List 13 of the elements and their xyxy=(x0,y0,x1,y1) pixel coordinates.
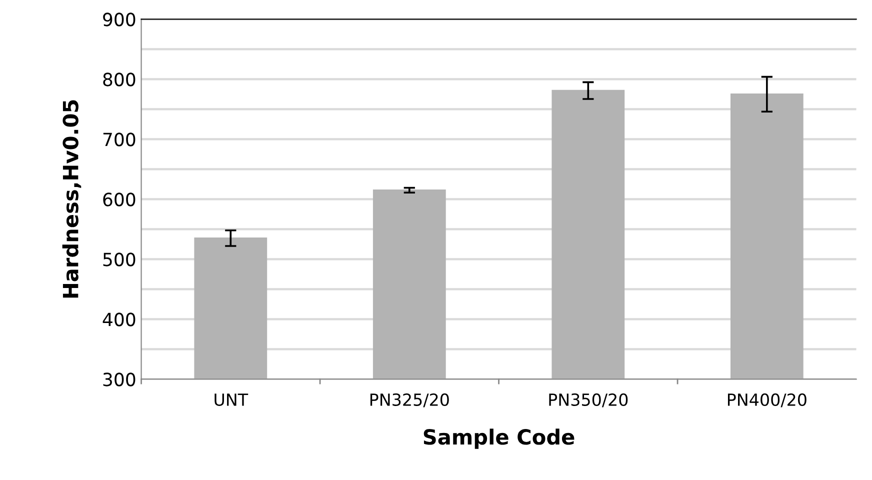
y-tick-label: 500 xyxy=(103,252,136,266)
x-tick-label: PN325/20 xyxy=(370,393,449,408)
y-tick-label: 600 xyxy=(103,192,136,206)
y-tick-label: 400 xyxy=(102,312,136,326)
y-tick-label: 900 xyxy=(103,12,136,26)
y-tick-label: 700 xyxy=(103,132,136,146)
x-tick-label: UNT xyxy=(214,394,248,406)
y-tick-label: 300 xyxy=(103,372,136,386)
x-axis-title: Sample Code xyxy=(424,428,574,449)
x-tick-label: PN400/20 xyxy=(728,393,806,408)
y-axis-title: Hardness,Hv0.05 xyxy=(62,100,82,298)
y-tick-label: 800 xyxy=(103,72,136,86)
x-tick-label: PN350/20 xyxy=(549,393,628,408)
